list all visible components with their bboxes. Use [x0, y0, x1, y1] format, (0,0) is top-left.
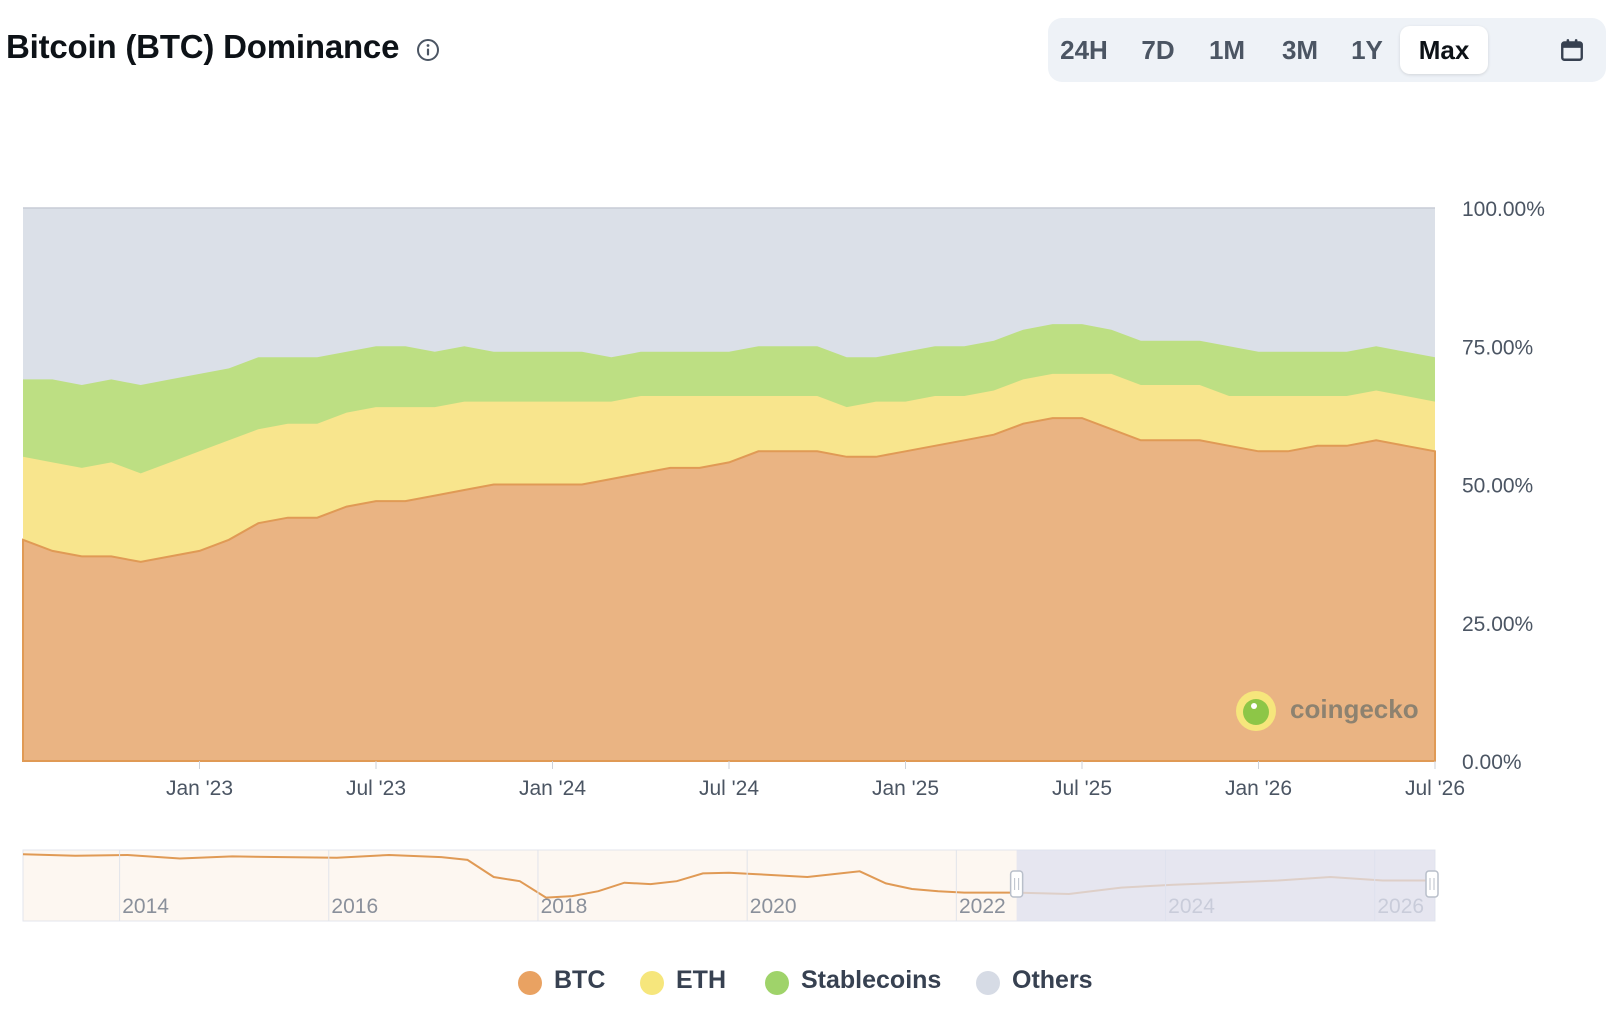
x-tick-label: Jan '24: [519, 777, 586, 800]
legend-dot-stablecoins: [765, 971, 789, 995]
legend-label-btc: BTC: [554, 966, 606, 994]
legend-label-others: Others: [1012, 966, 1093, 994]
gecko-logo-icon: [1236, 691, 1276, 731]
handle-body: [1009, 870, 1024, 898]
range-button-3m[interactable]: 3M: [1281, 35, 1319, 65]
navigator-tick-label: 2014: [122, 895, 169, 918]
y-tick-label: 25.00%: [1462, 613, 1533, 636]
navigator-tick-label: 2016: [331, 895, 378, 918]
range-button-24h[interactable]: 24H: [1060, 35, 1108, 65]
calendar-icon: [1561, 39, 1583, 61]
x-tick-label: Jan '25: [872, 777, 939, 800]
x-tick-label: Jul '23: [346, 777, 406, 800]
navigator-tick-label: 2022: [959, 895, 1006, 918]
x-tick-label: Jul '25: [1052, 777, 1112, 800]
navigator-tick-label: 2018: [541, 895, 588, 918]
navigator-handle-left[interactable]: [1009, 870, 1024, 898]
legend-label-eth: ETH: [676, 966, 726, 994]
navigator-handle-right[interactable]: [1425, 870, 1439, 898]
navigator-tick-label: 2020: [750, 895, 797, 918]
time-range-selector: 24H 7D 1M 3M 1Y Max: [1048, 18, 1606, 82]
gecko-logo-eye: [1251, 703, 1257, 709]
range-button-1y[interactable]: 1Y: [1351, 35, 1383, 65]
area-btc: [22, 417, 1436, 762]
navigator-selection: [1016, 850, 1435, 921]
y-tick-label: 50.00%: [1462, 475, 1533, 498]
watermark-text: coingecko: [1290, 694, 1419, 724]
y-tick-label: 100.00%: [1462, 198, 1545, 221]
page-title: Bitcoin (BTC) Dominance: [6, 28, 400, 65]
gecko-logo-head: [1243, 699, 1269, 725]
x-tick-label: Jan '23: [166, 777, 233, 800]
x-tick-label: Jul '24: [699, 777, 759, 800]
x-tick-label: Jul '26: [1405, 777, 1465, 800]
legend-dot-others: [976, 971, 1000, 995]
range-button-1m[interactable]: 1M: [1208, 35, 1246, 65]
chart-header: Bitcoin (BTC) Dominance 24H 7D 1M 3M 1Y …: [0, 0, 1610, 110]
range-button-7d[interactable]: 7D: [1141, 35, 1175, 65]
legend-dot-eth: [640, 971, 664, 995]
legend-label-stablecoins: Stablecoins: [801, 966, 942, 994]
handle-body: [1425, 870, 1439, 898]
range-button-max[interactable]: Max: [1400, 26, 1488, 74]
y-tick-label: 75.00%: [1462, 336, 1533, 359]
date-picker-button[interactable]: [1546, 26, 1598, 74]
chart-legend: BTC ETH Stablecoins Others: [0, 960, 1610, 1004]
x-tick-label: Jan '26: [1225, 777, 1292, 800]
y-tick-label: 0.00%: [1462, 751, 1522, 774]
info-circle-icon[interactable]: [416, 38, 440, 62]
legend-dot-btc: [518, 971, 542, 995]
